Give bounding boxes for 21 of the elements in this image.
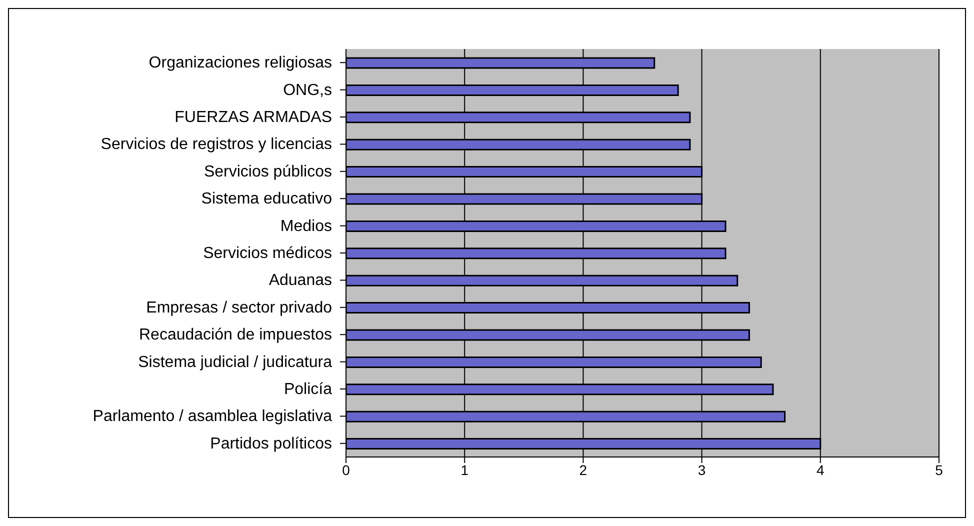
- y-tick-label: Aduanas: [268, 272, 332, 290]
- y-tick-label: Organizaciones religiosas: [148, 54, 332, 72]
- x-tick-label: 3: [698, 462, 706, 478]
- y-tick-label: Servicios de registros y licencias: [100, 136, 332, 154]
- y-tick-label: FUERZAS ARMADAS: [174, 109, 332, 126]
- x-tick-label: 2: [579, 462, 588, 478]
- y-tick-label: Partidos políticos: [210, 435, 332, 452]
- y-tick-label: Servicios públicos: [204, 163, 332, 180]
- y-tick-label: Policía: [284, 381, 332, 398]
- x-tick-label: 5: [935, 462, 944, 478]
- y-tick-label: ONG,s: [283, 82, 332, 99]
- y-tick-label: Sistema educativo: [201, 190, 332, 208]
- y-tick-label: Sistema judicial / judicatura: [138, 354, 332, 371]
- x-tick-label: 1: [460, 462, 469, 478]
- x-tick-label: 0: [342, 462, 350, 478]
- y-tick-label: Empresas / sector privado: [146, 299, 332, 316]
- y-tick-label: Servicios médicos: [203, 245, 332, 262]
- y-tick-label: Medios: [280, 218, 332, 235]
- y-tick-label: Parlamento / asamblea legislativa: [92, 408, 332, 426]
- x-tick-label: 4: [816, 462, 824, 478]
- y-tick-label: Recaudación de impuestos: [138, 326, 332, 344]
